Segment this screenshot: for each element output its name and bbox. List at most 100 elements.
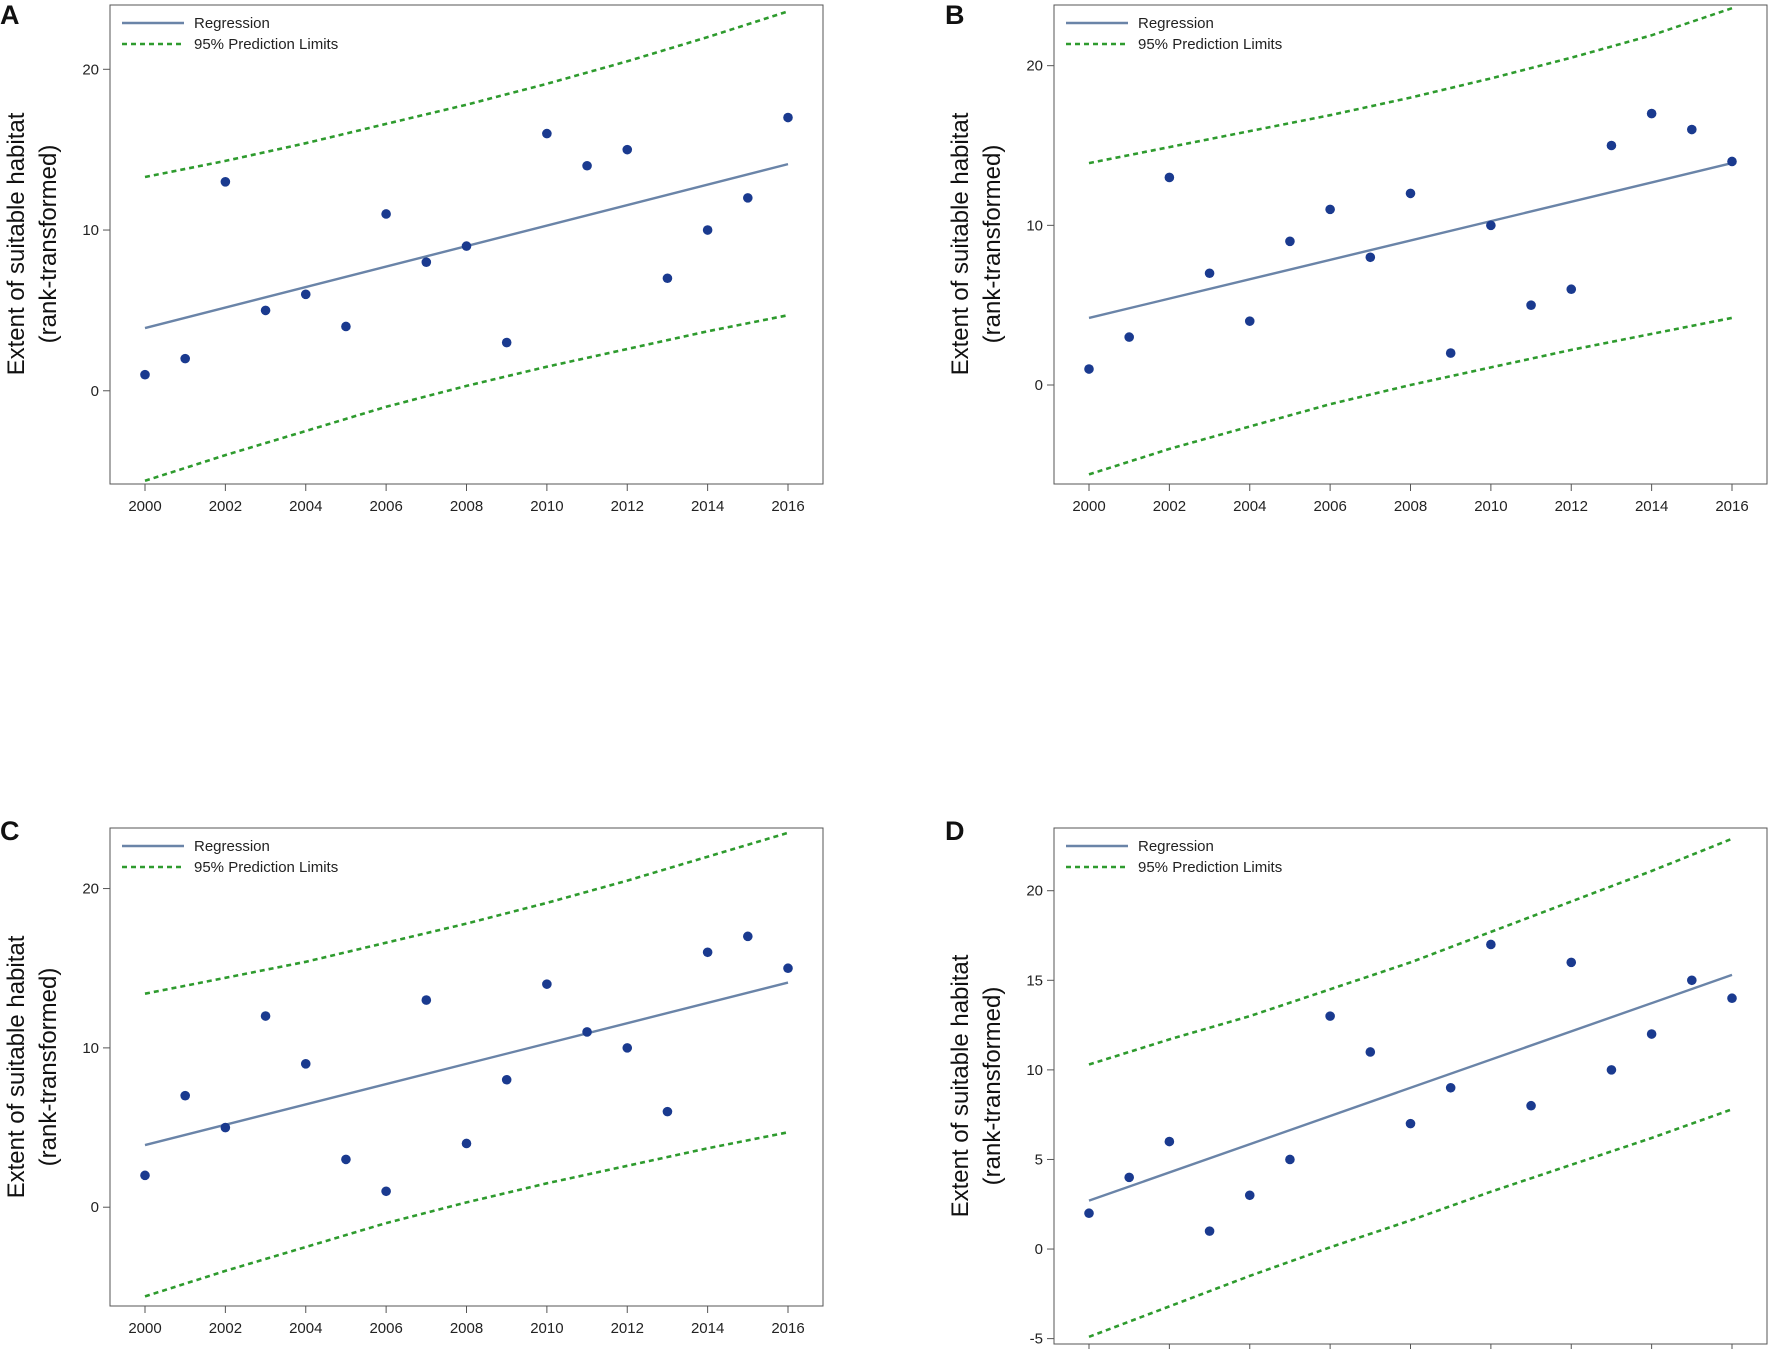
- data-point: [1486, 939, 1496, 950]
- data-point: [743, 931, 753, 942]
- data-point: [1244, 1190, 1255, 1201]
- data-point: [783, 963, 793, 974]
- data-point: [260, 1011, 271, 1021]
- y-tick-label: 0: [91, 1199, 99, 1216]
- x-tick-label: 2004: [1233, 498, 1266, 515]
- data-point: [140, 1170, 150, 1181]
- y-axis-label: Extent of suitable habitat (rank-transfor…: [947, 954, 1006, 1217]
- data-point: [300, 1059, 311, 1069]
- x-tick-label: 2014: [691, 498, 724, 515]
- data-point: [1606, 140, 1617, 151]
- y-tick-label: 10: [82, 222, 99, 239]
- data-point: [1124, 332, 1134, 342]
- data-point: [1325, 1011, 1335, 1021]
- y-axis-label-line: Extent of suitable habitat: [3, 935, 30, 1198]
- data-point: [1204, 1226, 1215, 1236]
- data-point: [1365, 1047, 1376, 1057]
- x-tick-label: 2014: [1635, 498, 1668, 515]
- data-point: [1526, 1100, 1536, 1111]
- y-axis-label-line: (rank-transformed): [35, 145, 62, 344]
- data-point: [783, 112, 793, 123]
- data-point: [1526, 300, 1536, 310]
- x-tick-label: 2006: [369, 498, 402, 515]
- x-tick-label: 2000: [128, 1320, 161, 1337]
- data-point: [542, 128, 552, 139]
- data-point: [1084, 1208, 1094, 1219]
- x-tick-label: 2010: [530, 498, 563, 515]
- data-point: [421, 995, 432, 1005]
- data-point: [341, 1154, 351, 1165]
- legend-limits-label: 95% Prediction Limits: [194, 36, 338, 53]
- data-point: [1124, 1172, 1134, 1183]
- legend-limits-label: 95% Prediction Limits: [1138, 36, 1282, 53]
- data-point: [662, 273, 673, 284]
- y-tick-label: 10: [82, 1040, 99, 1057]
- y-tick-label: 0: [91, 383, 99, 400]
- y-axis-label: Extent of suitable habitat (rank-transfor…: [3, 112, 62, 375]
- y-axis-label: Extent of suitable habitat (rank-transfor…: [947, 112, 1006, 375]
- y-tick-label: 20: [82, 61, 99, 78]
- y-tick-label: -5: [1030, 1331, 1043, 1348]
- data-point: [743, 193, 753, 203]
- data-point: [582, 160, 592, 171]
- plot-frame: [1053, 4, 1768, 485]
- data-point: [1445, 348, 1456, 358]
- y-tick-label: 15: [1026, 972, 1043, 989]
- x-tick-label: 2010: [530, 1320, 563, 1337]
- prediction-limit-upper: [144, 10, 789, 179]
- legend-regression-label: Regression: [1138, 15, 1214, 32]
- y-tick-label: 10: [1026, 217, 1043, 234]
- legend-regression-label: Regression: [194, 15, 270, 32]
- data-point: [180, 1090, 190, 1101]
- data-point: [180, 353, 190, 364]
- prediction-limit-lower: [144, 313, 789, 483]
- panel-letter: A: [0, 0, 20, 30]
- x-tick-label: 2000: [128, 498, 161, 515]
- panel-letter: B: [945, 0, 965, 30]
- regression-line: [144, 981, 789, 1147]
- data-point: [1486, 220, 1496, 231]
- regression-line: [1088, 973, 1733, 1202]
- chart-panel-a: A Extent of suitable habitat (rank-transfo…: [0, 0, 824, 515]
- data-point: [1646, 108, 1657, 119]
- y-axis-label-line: (rank-transformed): [979, 145, 1006, 344]
- prediction-limit-upper: [144, 831, 789, 995]
- y-tick-label: 10: [1026, 1062, 1043, 1079]
- data-point: [1164, 172, 1175, 183]
- data-point: [461, 241, 472, 251]
- chart-panel-d: D Extent of suitable habitat (rank-transfo…: [945, 816, 1768, 1349]
- data-point: [461, 1138, 472, 1149]
- x-tick-label: 2002: [209, 498, 242, 515]
- data-point: [501, 337, 512, 348]
- x-tick-label: 2008: [1394, 498, 1427, 515]
- x-tick-label: 2014: [691, 1320, 724, 1337]
- y-tick-label: 0: [1035, 1241, 1043, 1258]
- data-point: [542, 979, 552, 989]
- data-point: [702, 225, 713, 235]
- y-axis-label-line: Extent of suitable habitat: [3, 112, 30, 375]
- data-point: [1164, 1136, 1175, 1147]
- data-point: [140, 369, 150, 380]
- data-point: [1244, 316, 1255, 326]
- data-point: [662, 1106, 673, 1117]
- data-point: [381, 209, 391, 219]
- x-tick-label: 2000: [1072, 498, 1105, 515]
- x-tick-label: 2006: [369, 1320, 402, 1337]
- data-point: [1405, 188, 1416, 199]
- x-tick-label: 2008: [450, 498, 483, 515]
- legend-limits-label: 95% Prediction Limits: [194, 859, 338, 876]
- y-axis-label-line: (rank-transformed): [35, 968, 62, 1167]
- x-tick-label: 2002: [1153, 498, 1186, 515]
- y-axis-label-line: Extent of suitable habitat: [947, 954, 974, 1217]
- data-point: [1646, 1029, 1657, 1039]
- data-point: [501, 1074, 512, 1085]
- y-axis-label: Extent of suitable habitat (rank-transfor…: [3, 935, 62, 1198]
- data-point: [1285, 1154, 1295, 1165]
- data-point: [622, 144, 633, 155]
- data-point: [1285, 236, 1295, 247]
- data-point: [702, 947, 713, 958]
- data-point: [1405, 1118, 1416, 1129]
- y-tick-label: 5: [1035, 1151, 1043, 1168]
- legend-regression-label: Regression: [1138, 838, 1214, 855]
